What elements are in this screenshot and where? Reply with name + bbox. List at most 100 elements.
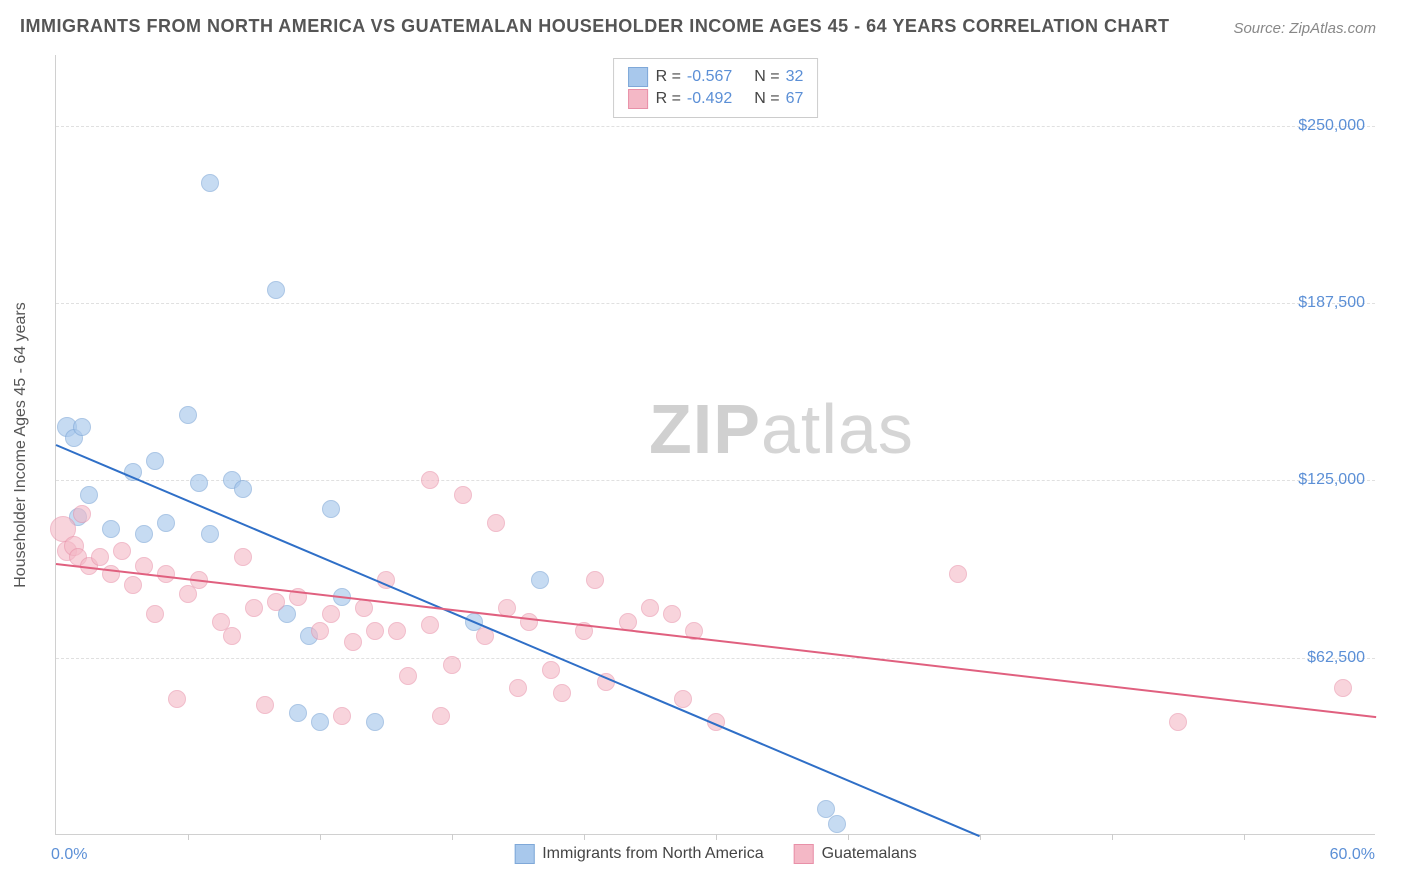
- data-point: [432, 707, 450, 725]
- data-point: [311, 622, 329, 640]
- data-point: [366, 713, 384, 731]
- x-tick: [848, 834, 849, 840]
- data-point: [421, 471, 439, 489]
- r-label: R =: [656, 90, 681, 108]
- n-label: N =: [754, 68, 779, 86]
- series-legend-item-2: Guatemalans: [794, 844, 917, 864]
- r-value-1: -0.567: [687, 68, 732, 86]
- data-point: [641, 599, 659, 617]
- data-point: [289, 704, 307, 722]
- data-point: [102, 520, 120, 538]
- y-tick-label: $250,000: [1298, 117, 1365, 135]
- legend-text-1: R = -0.567 N = 32: [656, 68, 804, 86]
- data-point: [553, 684, 571, 702]
- data-point: [256, 696, 274, 714]
- chart-title: IMMIGRANTS FROM NORTH AMERICA VS GUATEMA…: [20, 16, 1170, 37]
- data-point: [201, 174, 219, 192]
- data-point: [267, 593, 285, 611]
- trend-line: [56, 444, 981, 837]
- data-point: [949, 565, 967, 583]
- data-point: [73, 505, 91, 523]
- data-point: [1334, 679, 1352, 697]
- source-attribution: Source: ZipAtlas.com: [1233, 20, 1376, 37]
- x-tick: [1244, 834, 1245, 840]
- data-point: [157, 514, 175, 532]
- y-tick-label: $187,500: [1298, 294, 1365, 312]
- n-value-1: 32: [786, 68, 804, 86]
- gridline: [56, 303, 1375, 304]
- series-swatch-1: [514, 844, 534, 864]
- data-point: [124, 576, 142, 594]
- x-tick: [320, 834, 321, 840]
- r-value-2: -0.492: [687, 90, 732, 108]
- data-point: [168, 690, 186, 708]
- legend-row-1: R = -0.567 N = 32: [628, 67, 804, 87]
- y-tick-label: $125,000: [1298, 471, 1365, 489]
- legend-swatch-2: [628, 89, 648, 109]
- data-point: [344, 633, 362, 651]
- data-point: [1169, 713, 1187, 731]
- data-point: [586, 571, 604, 589]
- data-point: [322, 500, 340, 518]
- series-legend: Immigrants from North America Guatemalan…: [514, 844, 917, 864]
- data-point: [73, 418, 91, 436]
- data-point: [234, 480, 252, 498]
- plot-area: ZIPatlas Householder Income Ages 45 - 64…: [55, 55, 1375, 835]
- x-tick: [1112, 834, 1113, 840]
- data-point: [333, 707, 351, 725]
- watermark-bold: ZIP: [649, 390, 761, 468]
- legend-row-2: R = -0.492 N = 67: [628, 89, 804, 109]
- y-tick-label: $62,500: [1307, 649, 1365, 667]
- data-point: [531, 571, 549, 589]
- data-point: [388, 622, 406, 640]
- data-point: [201, 525, 219, 543]
- data-point: [520, 613, 538, 631]
- watermark-light: atlas: [761, 390, 914, 468]
- series-swatch-2: [794, 844, 814, 864]
- data-point: [443, 656, 461, 674]
- series-name-2: Guatemalans: [822, 845, 917, 863]
- data-point: [223, 627, 241, 645]
- series-name-1: Immigrants from North America: [542, 845, 763, 863]
- data-point: [663, 605, 681, 623]
- gridline: [56, 480, 1375, 481]
- data-point: [267, 281, 285, 299]
- x-axis-min-label: 0.0%: [51, 846, 87, 864]
- gridline: [56, 126, 1375, 127]
- x-tick: [452, 834, 453, 840]
- data-point: [234, 548, 252, 566]
- data-point: [454, 486, 472, 504]
- data-point: [91, 548, 109, 566]
- data-point: [509, 679, 527, 697]
- x-tick: [716, 834, 717, 840]
- data-point: [828, 815, 846, 833]
- data-point: [146, 605, 164, 623]
- watermark: ZIPatlas: [649, 389, 914, 469]
- correlation-legend: R = -0.567 N = 32 R = -0.492 N = 67: [613, 58, 819, 118]
- series-legend-item-1: Immigrants from North America: [514, 844, 763, 864]
- y-axis-title: Householder Income Ages 45 - 64 years: [12, 302, 30, 588]
- data-point: [421, 616, 439, 634]
- trend-line: [56, 563, 1376, 718]
- data-point: [179, 406, 197, 424]
- legend-text-2: R = -0.492 N = 67: [656, 90, 804, 108]
- data-point: [245, 599, 263, 617]
- data-point: [399, 667, 417, 685]
- data-point: [113, 542, 131, 560]
- x-tick: [188, 834, 189, 840]
- data-point: [355, 599, 373, 617]
- r-label: R =: [656, 68, 681, 86]
- data-point: [322, 605, 340, 623]
- data-point: [80, 486, 98, 504]
- n-value-2: 67: [786, 90, 804, 108]
- data-point: [674, 690, 692, 708]
- data-point: [311, 713, 329, 731]
- x-tick: [584, 834, 585, 840]
- x-axis-max-label: 60.0%: [1330, 846, 1375, 864]
- gridline: [56, 658, 1375, 659]
- data-point: [190, 474, 208, 492]
- data-point: [135, 525, 153, 543]
- legend-swatch-1: [628, 67, 648, 87]
- data-point: [542, 661, 560, 679]
- data-point: [366, 622, 384, 640]
